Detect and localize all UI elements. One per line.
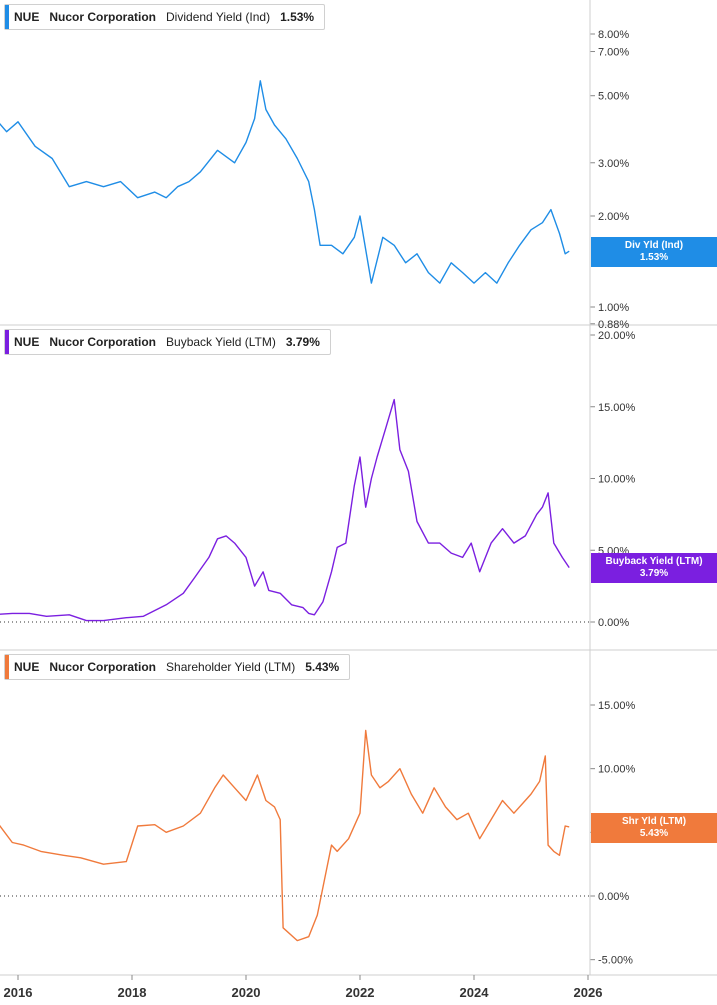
series-line bbox=[0, 729, 570, 942]
x-tick-label: 2026 bbox=[574, 985, 603, 1000]
series-line bbox=[0, 80, 570, 284]
legend-symbol: NUE bbox=[14, 10, 40, 24]
series-color-swatch bbox=[5, 330, 9, 354]
flag-value: 3.79% bbox=[639, 568, 669, 579]
series-color-swatch bbox=[5, 655, 9, 679]
y-tick-label: 0.00% bbox=[598, 617, 629, 629]
y-tick-label: 5.00% bbox=[598, 91, 629, 103]
y-tick-label: 1.00% bbox=[598, 302, 629, 314]
legend-company: Nucor Corporation bbox=[49, 10, 157, 24]
flag-buyback-yield: Buyback Yield (LTM) 3.79% bbox=[591, 553, 717, 583]
legend-value: 5.43% bbox=[305, 660, 340, 674]
x-tick-label: 2018 bbox=[118, 985, 147, 1000]
flag-label: Div Yld (Ind) bbox=[624, 240, 684, 251]
y-tick-label: 3.00% bbox=[598, 158, 629, 170]
flag-dividend-yield: Div Yld (Ind) 1.53% bbox=[591, 237, 717, 267]
x-tick-label: 2020 bbox=[232, 985, 261, 1000]
y-tick-label: -5.00% bbox=[598, 955, 633, 967]
flag-shareholder-yield: Shr Yld (LTM) 5.43% bbox=[591, 813, 717, 843]
x-tick-label: 2016 bbox=[4, 985, 33, 1000]
x-tick-label: 2022 bbox=[346, 985, 375, 1000]
y-tick-label: 8.00% bbox=[598, 29, 629, 41]
series-color-swatch bbox=[5, 5, 9, 29]
y-tick-label: 10.00% bbox=[598, 764, 636, 776]
y-tick-label: 20.00% bbox=[598, 330, 636, 342]
legend-buyback-yield[interactable]: NUE Nucor Corporation Buyback Yield (LTM… bbox=[4, 329, 331, 355]
legend-company: Nucor Corporation bbox=[49, 660, 157, 674]
flag-value: 1.53% bbox=[639, 252, 669, 263]
legend-metric: Shareholder Yield (LTM) bbox=[166, 660, 296, 674]
legend-symbol: NUE bbox=[14, 660, 40, 674]
legend-dividend-yield[interactable]: NUE Nucor Corporation Dividend Yield (In… bbox=[4, 4, 326, 30]
legend-value: 1.53% bbox=[280, 10, 315, 24]
y-tick-label: 10.00% bbox=[598, 474, 636, 486]
y-tick-label: 0.00% bbox=[598, 891, 629, 903]
x-tick-label: 2024 bbox=[460, 985, 490, 1000]
y-tick-label: 0.88% bbox=[598, 319, 629, 331]
legend-metric: Buyback Yield (LTM) bbox=[166, 335, 276, 349]
y-tick-label: 7.00% bbox=[598, 47, 629, 59]
y-tick-label: 15.00% bbox=[598, 402, 636, 414]
legend-value: 3.79% bbox=[285, 335, 320, 349]
legend-symbol: NUE bbox=[14, 335, 40, 349]
series-line bbox=[0, 398, 570, 622]
flag-value: 5.43% bbox=[639, 828, 669, 839]
y-tick-label: 15.00% bbox=[598, 700, 636, 712]
legend-metric: Dividend Yield (Ind) bbox=[166, 10, 271, 24]
flag-label: Shr Yld (LTM) bbox=[621, 816, 687, 827]
legend-shareholder-yield[interactable]: NUE Nucor Corporation Shareholder Yield … bbox=[4, 654, 351, 680]
y-tick-label: 2.00% bbox=[598, 211, 629, 223]
flag-label: Buyback Yield (LTM) bbox=[605, 556, 703, 567]
legend-company: Nucor Corporation bbox=[49, 335, 157, 349]
